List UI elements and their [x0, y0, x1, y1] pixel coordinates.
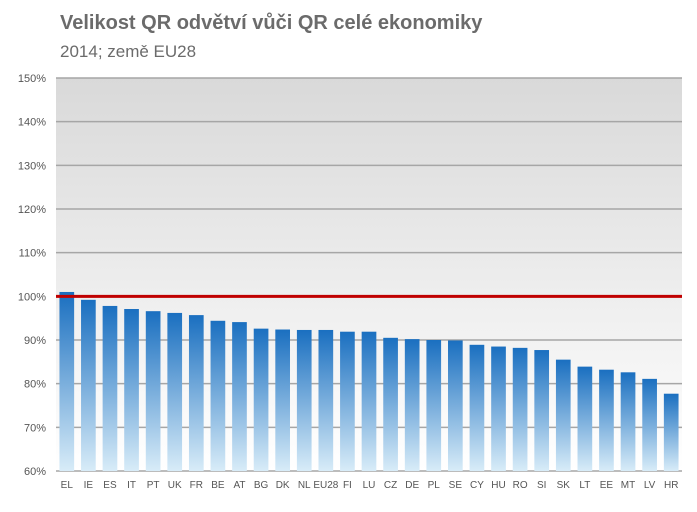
x-tick-label: FR — [190, 480, 203, 491]
y-tick-label: 150% — [18, 73, 46, 85]
x-tick-label: EL — [61, 480, 74, 491]
x-tick-label: RO — [513, 480, 528, 491]
bar-eu28 — [318, 329, 334, 471]
bar-nl — [296, 329, 312, 471]
x-tick-label: ES — [103, 480, 117, 491]
x-axis-labels: EL IE ES IT PT UK FR BE AT BG DK NL EU28 FI LU CZ DE PL SE… — [61, 480, 679, 491]
bar-si — [534, 350, 550, 471]
y-tick-label: 140% — [18, 117, 46, 129]
y-tick-label: 130% — [18, 160, 46, 172]
x-tick-label: PL — [428, 480, 441, 491]
x-tick-label: UK — [168, 480, 182, 491]
bar-fi — [340, 331, 355, 471]
y-tick-label: 100% — [18, 291, 46, 303]
x-tick-label: LV — [644, 480, 656, 491]
bar-se — [448, 340, 463, 471]
bar-cy — [469, 344, 485, 471]
bar-lu — [361, 331, 377, 471]
bar-ro — [512, 347, 528, 471]
x-tick-label: HU — [491, 480, 505, 491]
bar-dk — [275, 329, 290, 471]
x-tick-label: CZ — [384, 480, 397, 491]
x-tick-label: DE — [405, 480, 419, 491]
x-tick-label: NL — [298, 480, 311, 491]
x-tick-label: EE — [600, 480, 614, 491]
bar-at — [232, 322, 247, 471]
bar-bg — [253, 328, 269, 471]
x-tick-label: PT — [147, 480, 160, 491]
y-tick-label: 90% — [24, 335, 46, 347]
x-tick-label: BG — [254, 480, 269, 491]
bar-lt — [577, 366, 593, 471]
x-tick-label: HR — [664, 480, 678, 491]
x-tick-label: DK — [276, 480, 290, 491]
bar-pt — [145, 311, 161, 471]
bar-lv — [642, 378, 657, 471]
x-tick-label: BE — [211, 480, 225, 491]
bars — [59, 291, 679, 471]
bar-uk — [167, 312, 183, 471]
bar-hu — [491, 346, 506, 471]
x-tick-label: SK — [557, 480, 571, 491]
x-tick-label: IE — [84, 480, 94, 491]
x-tick-label: LT — [579, 480, 590, 491]
bar-ee — [599, 369, 614, 471]
y-tick-label: 70% — [24, 422, 46, 434]
x-tick-label: AT — [233, 480, 245, 491]
chart-title: Velikost QR odvětví vůči QR celé ekonomi… — [60, 12, 483, 34]
y-tick-label: 80% — [24, 379, 46, 391]
x-tick-label: LU — [363, 480, 376, 491]
bar-sk — [555, 359, 571, 471]
bar-ie — [81, 299, 96, 471]
x-tick-label: CY — [470, 480, 484, 491]
x-tick-label: SE — [449, 480, 463, 491]
bar-mt — [620, 372, 636, 471]
y-tick-label: 110% — [19, 248, 47, 260]
x-tick-label: IT — [127, 480, 136, 491]
y-tick-label: 120% — [18, 204, 46, 216]
bar-it — [124, 308, 139, 471]
x-tick-label: FI — [343, 480, 352, 491]
chart-subtitle: 2014; země EU28 — [60, 42, 197, 61]
x-tick-label: EU28 — [313, 480, 338, 491]
bar-hr — [663, 393, 679, 471]
bar-cz — [383, 337, 398, 471]
bar-be — [210, 320, 226, 471]
bar-pl — [426, 340, 442, 471]
x-tick-label: SI — [537, 480, 546, 491]
bar-fr — [188, 315, 204, 471]
y-tick-label: 60% — [24, 466, 46, 478]
y-axis-ticks: 60% 70% 80% 90% 100% 110% 120% 130% 140% 150% — [18, 73, 46, 478]
bar-el — [59, 291, 75, 471]
x-tick-label: MT — [621, 480, 635, 491]
bar-es — [102, 305, 118, 471]
bar-de — [404, 339, 420, 471]
